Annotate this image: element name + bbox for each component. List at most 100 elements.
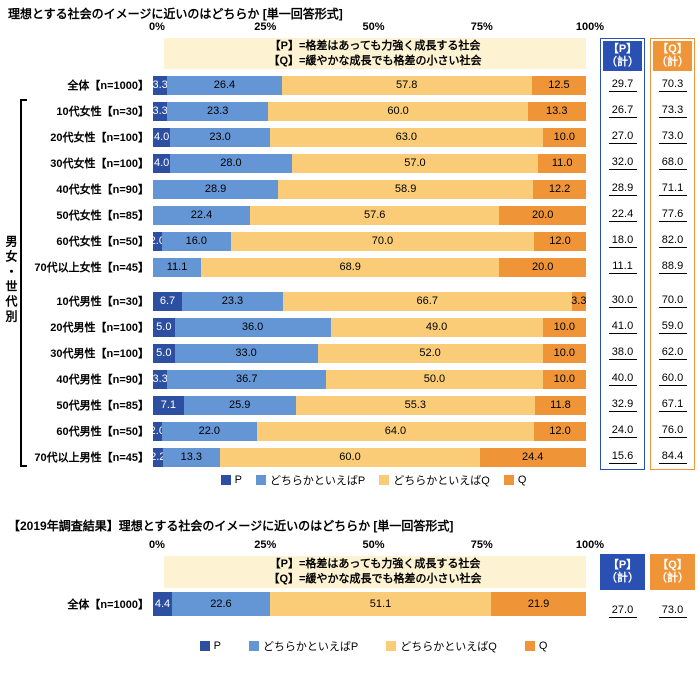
- total-value-text: 70.3: [658, 78, 687, 92]
- total-value: 71.1: [651, 176, 694, 202]
- bar-segment-どちらかといえばQ: 68.9: [201, 257, 500, 277]
- total-value: 73.0: [651, 124, 694, 150]
- legend-item: Q: [503, 474, 526, 486]
- axis-tick: 0%: [149, 21, 165, 33]
- segment-value: 55.3: [404, 399, 427, 411]
- q-total-values: 70.3 73.3 73.0 68.0 71.1 77.6 82.0 88.9 70.0 59.0…: [651, 72, 694, 470]
- legend-swatch: [524, 641, 535, 651]
- chart-row: 50代女性【n=85】 22.4 57.6 20.0: [0, 202, 586, 228]
- segment-value: 66.7: [416, 295, 438, 307]
- chart1-x-axis: 0% 25% 50% 75% 100%: [0, 21, 700, 35]
- total-value: 77.6: [651, 202, 694, 228]
- chart-row: 60代男性【n=50】 2.0 22.0 64.0 12.0: [0, 418, 586, 444]
- legend-swatch: [248, 641, 259, 651]
- segment-value: 49.0: [425, 321, 448, 333]
- legend-label: どちらかといえばP: [269, 475, 366, 487]
- row-label: 20代女性【n=100】: [50, 132, 149, 144]
- chart-row: 40代男性【n=90】 3.3 36.7 50.0 10.0: [0, 366, 586, 392]
- total-value: 73.0: [650, 598, 695, 624]
- row-label: 10代男性【n=30】: [56, 296, 149, 308]
- segment-value: 10.0: [553, 131, 576, 143]
- stacked-bar: 28.9 58.9 12.2: [153, 179, 586, 199]
- bar-segment-P: 4.0: [153, 127, 171, 147]
- bar-segment-どちらかといえばP: 28.0: [170, 153, 292, 173]
- segment-value: 3.3: [152, 105, 168, 117]
- bar-segment-P: 2.2: [150, 447, 165, 467]
- row-label: 10代女性【n=30】: [56, 106, 149, 118]
- legend-label: どちらかといえばP: [262, 641, 359, 653]
- legend-item: P: [220, 474, 242, 486]
- chart-row: 全体【n=1000】 3.3 26.4 57.8 12.5: [0, 72, 586, 98]
- total-value-text: 26.7: [608, 104, 637, 118]
- total-value-text: 38.0: [608, 346, 637, 360]
- row-label: 50代男性【n=85】: [56, 400, 149, 412]
- q-total-header-line1: 【Q】: [657, 559, 688, 571]
- legend-swatch: [386, 641, 397, 651]
- total-value: 62.0: [651, 340, 694, 366]
- row-label: 20代男性【n=100】: [50, 322, 149, 334]
- chart2-x-axis: 0% 25% 50% 75% 100%: [0, 539, 700, 553]
- segment-value: 23.3: [221, 295, 244, 307]
- bar-segment-Q: 12.5: [531, 75, 586, 95]
- total-value-text: 27.0: [608, 130, 637, 144]
- segment-value: 5.0: [156, 321, 172, 333]
- legend-swatch: [220, 475, 231, 485]
- segment-value: 60.0: [387, 105, 409, 117]
- segment-value: 11.0: [551, 157, 573, 169]
- bar-segment-どちらかといえばP: 26.4: [167, 75, 282, 95]
- bar-segment-どちらかといえばP: 36.7: [167, 369, 327, 389]
- bar-segment-どちらかといえばP: 22.4: [153, 205, 250, 225]
- axis-tick: 100%: [575, 21, 605, 33]
- total-value: 26.7: [601, 98, 644, 124]
- total-value-text: 73.0: [658, 130, 687, 144]
- segment-value: 3.3: [152, 79, 168, 91]
- segment-value: 70.0: [371, 235, 394, 247]
- legend-label: どちらかといえばQ: [393, 475, 490, 487]
- bar-segment-どちらかといえばP: 25.9: [183, 395, 296, 415]
- total-value: 32.9: [601, 392, 644, 418]
- bar-segment-どちらかといえばQ: 55.3: [295, 395, 535, 415]
- total-value-text: 60.0: [658, 372, 687, 386]
- total-value: 38.0: [601, 340, 644, 366]
- total-value: 70.0: [651, 288, 694, 314]
- bar-segment-どちらかといえばQ: 57.8: [281, 75, 532, 95]
- total-value: 73.3: [651, 98, 694, 124]
- segment-value: 26.4: [213, 79, 236, 91]
- segment-value: 6.7: [159, 295, 176, 307]
- segment-value: 2.0: [149, 235, 165, 247]
- total-value-text: 62.0: [658, 346, 687, 360]
- segment-value: 36.7: [236, 373, 258, 385]
- bar-segment-Q: 11.8: [534, 395, 586, 415]
- note-line-q: 【Q】=緩やかな成長でも格差の小さい社会: [268, 54, 482, 67]
- bar-segment-Q: 21.9: [491, 592, 586, 616]
- total-value: 84.4: [651, 444, 694, 470]
- total-value-text: 40.0: [608, 372, 637, 386]
- bar-segment-Q: 24.4: [479, 447, 586, 467]
- q-total-header-line1: 【Q】: [657, 43, 688, 55]
- total-value: 22.4: [601, 202, 644, 228]
- chart1-q-total-column: 【Q】 （計） 70.3 73.3 73.0 68.0 71.1 77.6 82.0 88.9…: [650, 38, 695, 470]
- chart-row: 20代女性【n=100】 4.0 23.0 63.0 10.0: [0, 124, 586, 150]
- total-value-text: 88.9: [658, 260, 687, 274]
- chart2-note: 【P】=格差はあっても力強く成長する社会 【Q】=緩やかな成長でも格差の小さい社…: [164, 556, 586, 588]
- segment-value: 57.0: [404, 157, 426, 169]
- row-label: 全体【n=1000】: [67, 80, 149, 92]
- legend-swatch: [199, 641, 210, 651]
- total-value-text: 73.3: [658, 104, 687, 118]
- total-value-text: 70.0: [658, 294, 687, 308]
- segment-value: 23.3: [207, 105, 229, 117]
- stacked-bar: 4.0 28.0 57.0 11.0: [153, 153, 586, 173]
- chart1-p-total-column: 【P】 （計） 29.7 26.7 27.0 32.0 28.9 22.4 18.0 11.1…: [600, 38, 645, 470]
- row-label: 70代以上男性【n=45】: [34, 452, 149, 464]
- total-value: 30.0: [601, 288, 644, 314]
- total-value: 67.1: [651, 392, 694, 418]
- chart1-rows: 全体【n=1000】 3.3 26.4 57.8 12.5 10代女性【n=30】 3.3 2…: [0, 72, 586, 470]
- stacked-bar: 3.3 26.4 57.8 12.5: [152, 75, 586, 95]
- bar-segment-どちらかといえばP: 23.0: [170, 127, 270, 147]
- total-value: 15.6: [601, 444, 644, 470]
- chart-row: 10代男性【n=30】 6.7 23.3 66.7 3.3: [0, 288, 586, 314]
- total-value: 24.0: [601, 418, 644, 444]
- segment-value: 24.4: [521, 451, 544, 463]
- bar-segment-Q: 10.0: [542, 317, 586, 337]
- segment-value: 3.3: [571, 295, 587, 307]
